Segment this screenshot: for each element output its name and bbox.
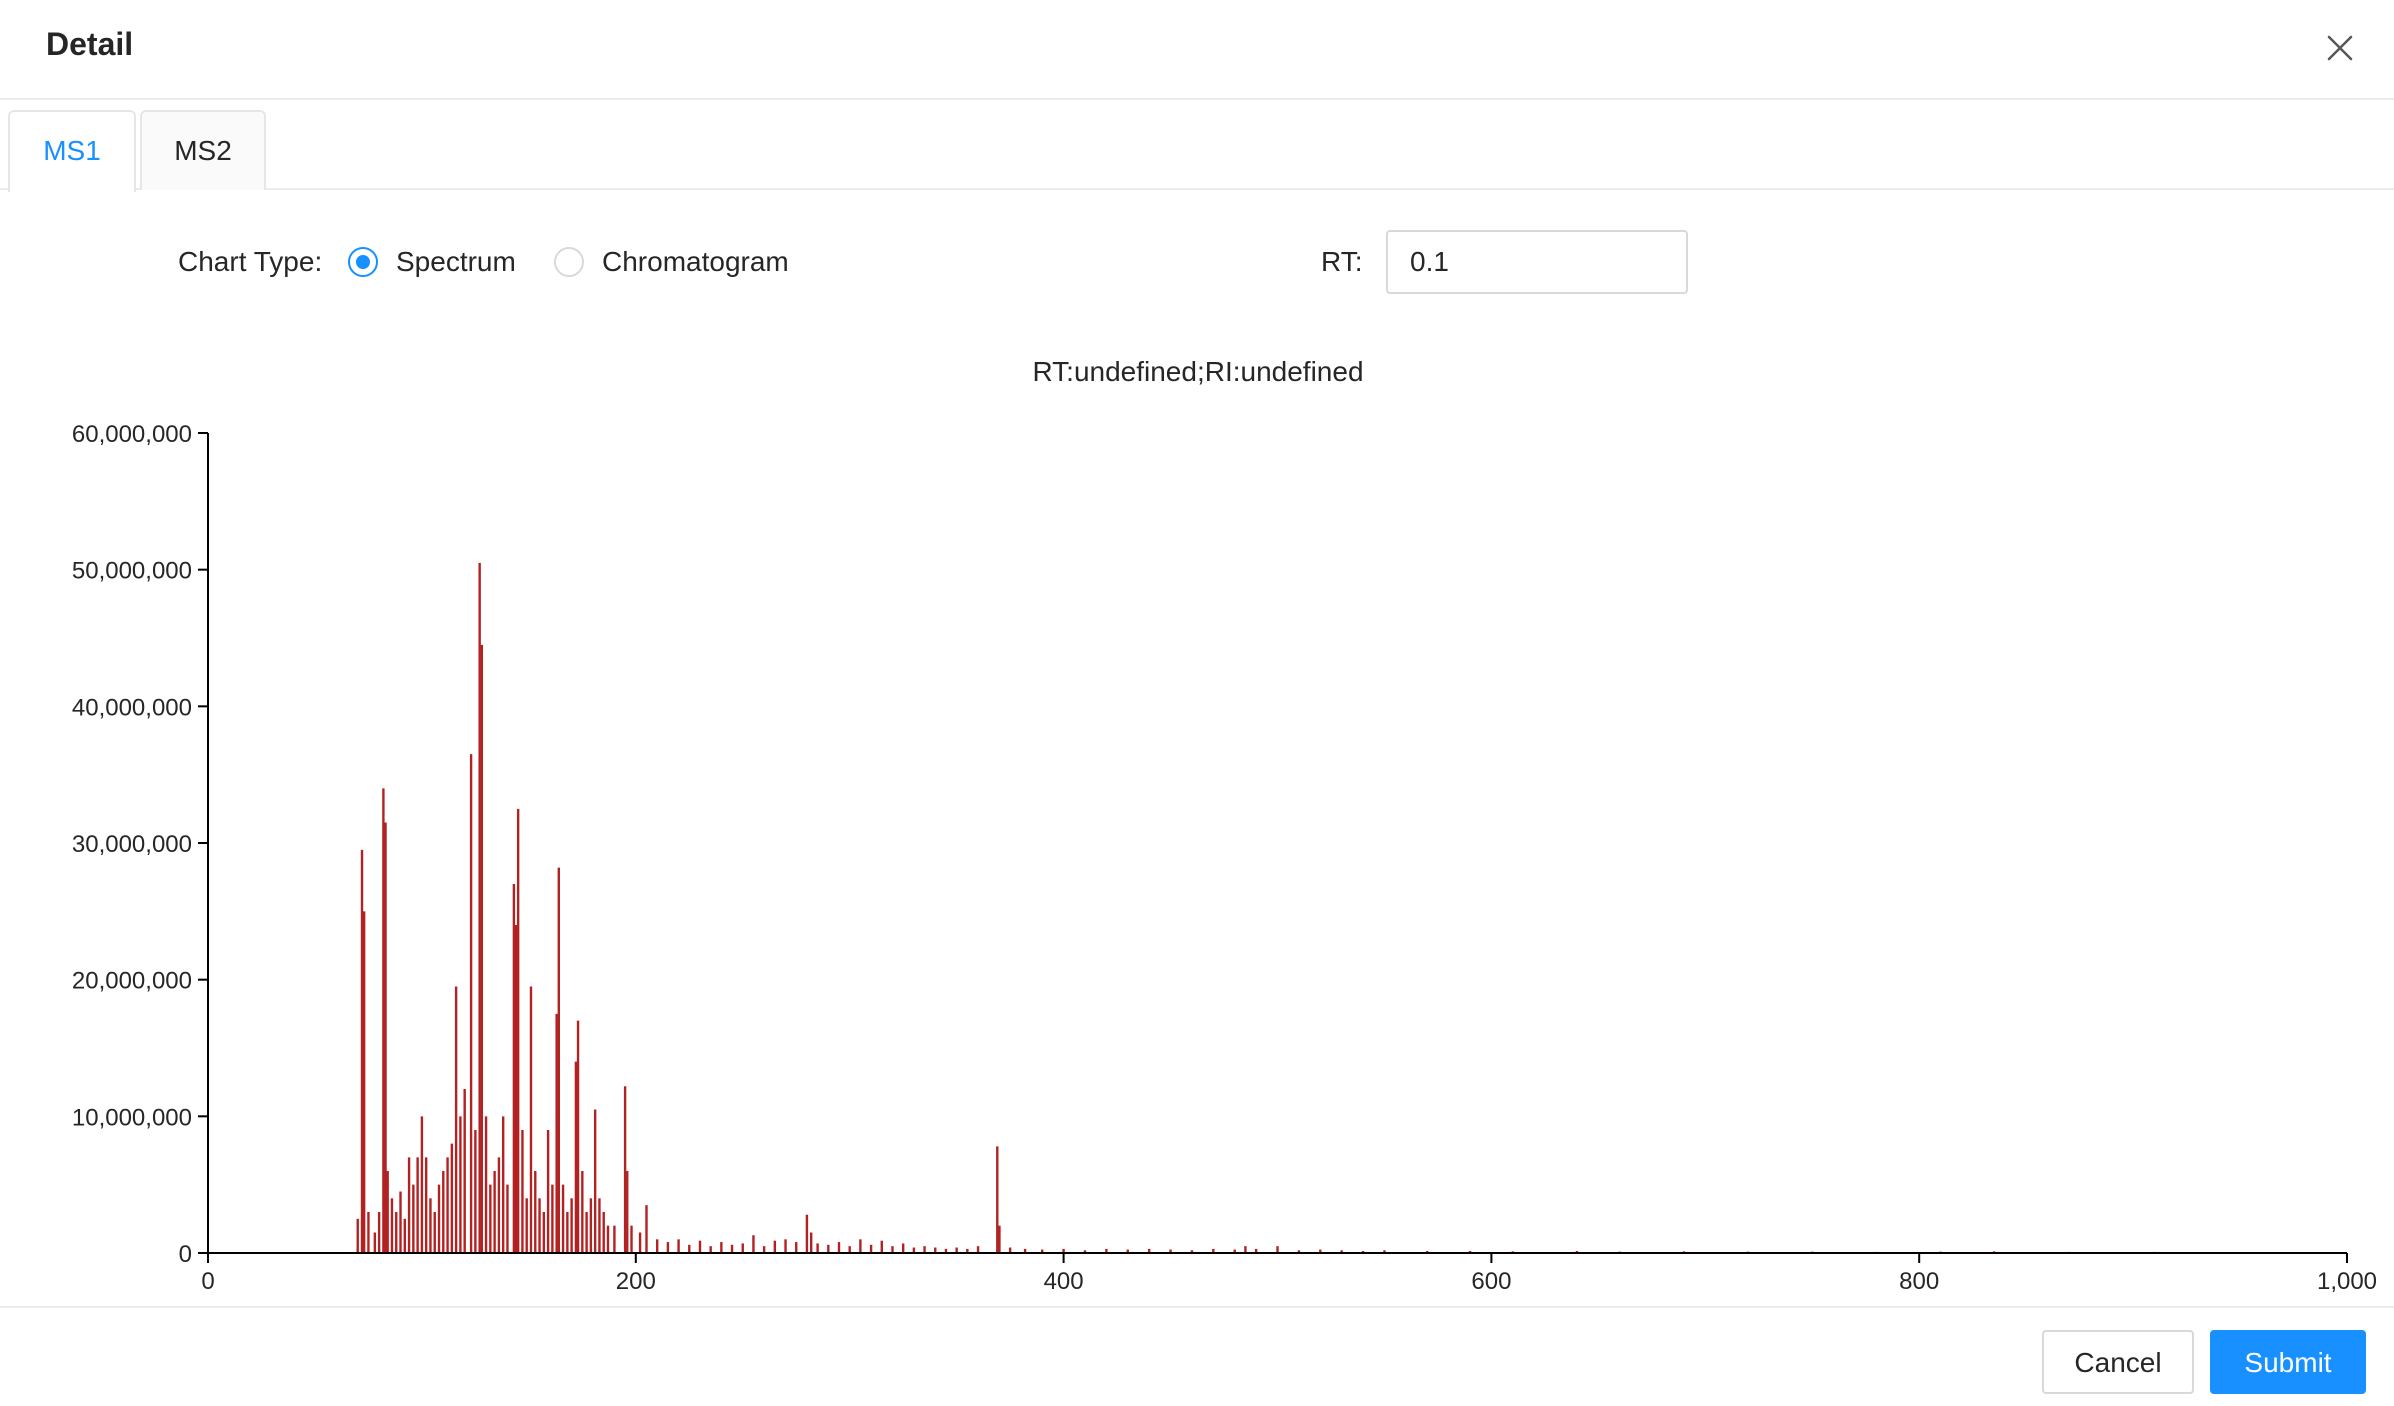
rt-input[interactable] (1386, 230, 1688, 294)
spectrum-option-label[interactable]: Spectrum (396, 246, 516, 277)
axes-group: 0 10,000,000 20,000,000 30,000,000 40,000,00… (72, 421, 2377, 1295)
y-tick-label-6: 60,000,000 (72, 421, 192, 448)
y-tick-label-5: 50,000,000 (72, 558, 192, 585)
dialog-header: Detail (0, 0, 2394, 100)
chart-title: RT:undefined;RI:undefined (1032, 356, 1363, 387)
y-tick-label-1: 10,000,000 (72, 1104, 192, 1131)
x-tick-label-0: 0 (201, 1268, 214, 1295)
tab-ms2[interactable]: MS2 (140, 110, 266, 190)
dialog-title: Detail (46, 26, 134, 62)
spectrum-chart: RT:undefined;RI:undefined 0 10,000,000 20,… (72, 356, 2377, 1295)
tab-bar: MS1 MS2 (0, 110, 2394, 192)
y-tick-label-0: 0 (179, 1241, 192, 1268)
cancel-button[interactable]: Cancel (2042, 1330, 2194, 1394)
spectrum-radio[interactable] (348, 247, 378, 277)
close-icon[interactable] (2320, 28, 2360, 68)
submit-button[interactable]: Submit (2210, 1330, 2366, 1394)
tab-ms1[interactable]: MS1 (8, 110, 136, 192)
chromatogram-radio[interactable] (554, 247, 584, 277)
x-tick-label-4: 800 (1899, 1268, 1939, 1295)
y-tick-label-4: 40,000,000 (72, 694, 192, 721)
rt-label: RT: (1321, 246, 1363, 277)
dialog-footer: Cancel Submit (0, 1306, 2394, 1406)
close-icon-glyph (2327, 35, 2353, 61)
y-tick-label-2: 20,000,000 (72, 968, 192, 995)
x-tick-label-3: 600 (1471, 1268, 1511, 1295)
x-tick-label-1: 200 (616, 1268, 656, 1295)
chromatogram-option-label[interactable]: Chromatogram (602, 246, 789, 277)
peaks-group (356, 562, 2242, 1253)
y-tick-label-3: 30,000,000 (72, 831, 192, 858)
x-tick-label-5: 1,000 (2317, 1268, 2377, 1295)
x-tick-label-2: 400 (1044, 1268, 1084, 1295)
chart-type-label: Chart Type: (178, 246, 323, 277)
